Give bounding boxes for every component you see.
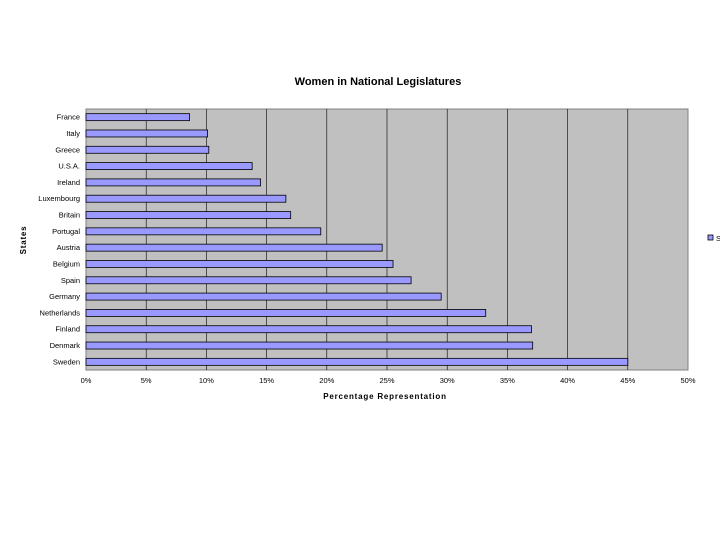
bar	[85, 309, 487, 317]
bars	[85, 113, 629, 366]
y-tick-label: Austria	[57, 243, 81, 252]
legend-label: S	[716, 234, 720, 243]
x-tick-label: 10%	[199, 376, 214, 385]
x-tick-labels: 0% 5% 10% 15% 20% 25% 30% 35% 40% 45% 50%	[81, 376, 696, 385]
bar	[85, 292, 442, 301]
chart-title: Women in National Legislatures	[295, 76, 462, 88]
bar	[85, 113, 190, 122]
y-tick-label: Finland	[55, 325, 80, 334]
x-tick-label: 40%	[560, 376, 575, 385]
y-tick-label: U.S.A.	[58, 162, 80, 171]
bar	[85, 162, 253, 170]
x-tick-label: 15%	[259, 376, 274, 385]
legend-swatch	[707, 234, 714, 241]
bar	[85, 243, 383, 252]
bar	[85, 260, 394, 268]
x-tick-label: 35%	[500, 376, 515, 385]
bar	[85, 357, 629, 366]
y-tick-label: Greece	[55, 145, 80, 154]
y-tick-label: Sweden	[53, 357, 80, 366]
y-tick-label: Portugal	[52, 227, 80, 236]
x-tick-label: 45%	[620, 376, 635, 385]
x-axis-title: Percentage Representation	[323, 392, 447, 401]
y-tick-label: Italy	[66, 129, 80, 138]
y-tick-labels: France Italy Greece U.S.A. Ireland Luxembourg…	[38, 113, 81, 367]
y-tick-label: Spain	[61, 276, 80, 285]
legend: S	[707, 234, 720, 243]
x-tick-label: 0%	[81, 376, 92, 385]
y-tick-label: Netherlands	[40, 308, 81, 317]
y-tick-label: Belgium	[53, 259, 80, 268]
y-axis-title: States	[19, 226, 28, 255]
y-tick-label: Ireland	[57, 178, 80, 187]
bar	[85, 194, 287, 203]
x-tick-label: 25%	[379, 376, 394, 385]
y-tick-label: France	[57, 113, 80, 122]
x-tick-label: 50%	[680, 376, 695, 385]
bar	[85, 276, 412, 285]
y-tick-label: Luxembourg	[38, 194, 80, 203]
y-tick-label: Denmark	[50, 341, 81, 350]
x-tick-label: 5%	[141, 376, 152, 385]
bar	[85, 145, 210, 154]
y-tick-label: Germany	[49, 292, 80, 301]
bar	[85, 325, 532, 334]
x-tick-label: 20%	[319, 376, 334, 385]
x-tick-label: 30%	[440, 376, 455, 385]
bar	[85, 211, 292, 219]
bar	[85, 178, 261, 187]
y-tick-label: Britain	[59, 211, 80, 220]
bar	[85, 227, 322, 236]
bar	[85, 341, 534, 350]
bar	[85, 129, 209, 138]
